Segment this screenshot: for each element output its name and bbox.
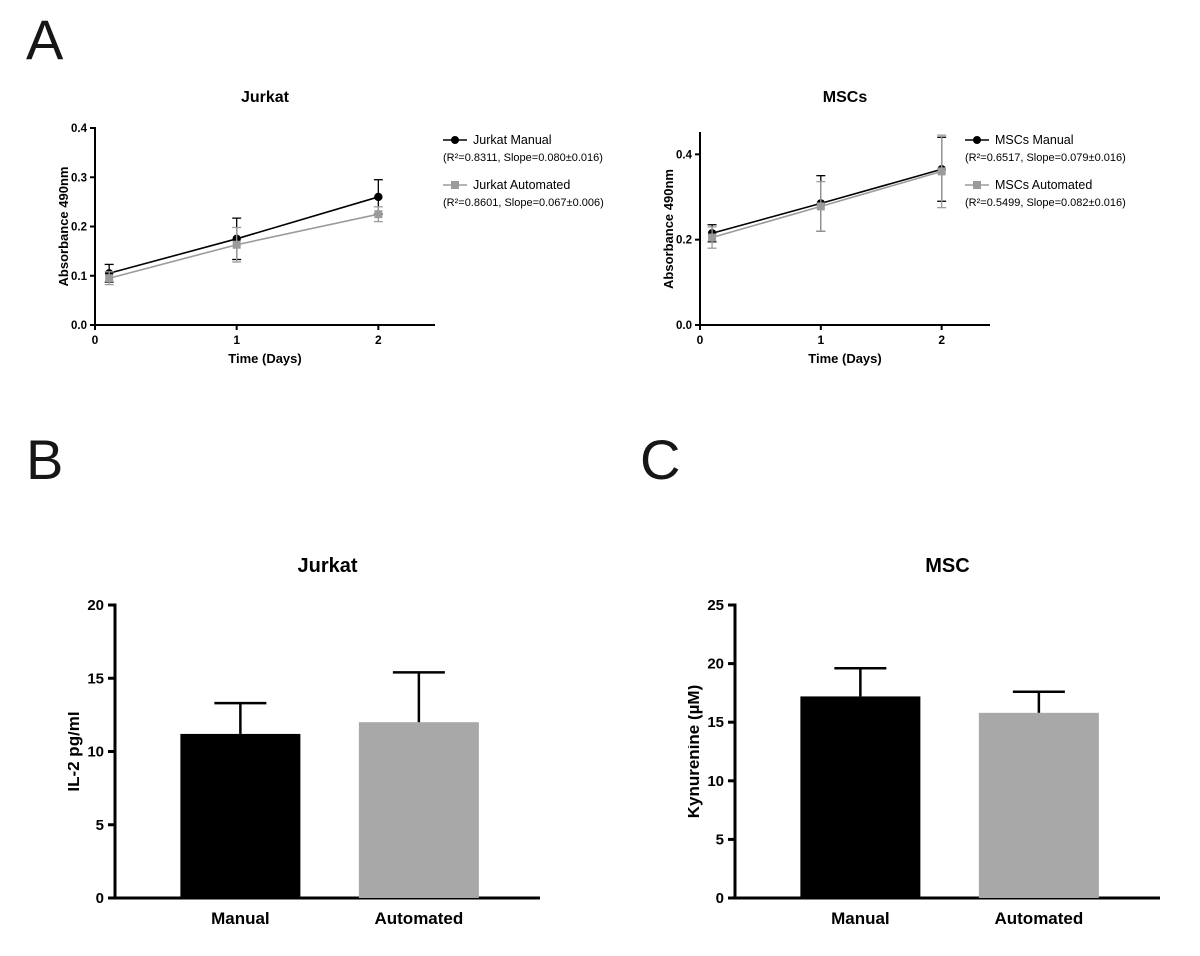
y-axis-label: Absorbance 490nm [662, 169, 676, 289]
y-tick-label: 0.4 [676, 149, 693, 161]
series-mscs-automated [707, 134, 947, 249]
legend-stats: (R²=0.8311, Slope=0.080±0.016) [443, 152, 603, 164]
data-point [374, 210, 383, 219]
y-tick-label: 5 [716, 831, 724, 848]
legend-label: MSCs Automated [995, 178, 1092, 192]
category-label: Automated [994, 909, 1083, 928]
legend-stats: (R²=0.5499, Slope=0.082±0.016) [965, 197, 1126, 209]
legend-stats: (R²=0.6517, Slope=0.079±0.016) [965, 152, 1126, 164]
chart-title: MSC [925, 555, 969, 577]
bar-group-manual: Manual [180, 701, 301, 928]
y-tick-label: 5 [96, 817, 104, 834]
bar [978, 712, 1099, 898]
data-point [708, 233, 717, 242]
x-tick-label: 2 [375, 333, 382, 347]
trend-line [711, 168, 942, 235]
bar-group-manual: Manual [800, 667, 921, 928]
legend-marker-circle-icon [973, 136, 981, 144]
legend-marker-circle-icon [451, 136, 459, 144]
panel-label-b: B [26, 428, 64, 491]
jurkat-il2-svg: Jurkat 0 5 10 15 20 IL-2 pg/ml Manual Automated [64, 555, 540, 928]
series-jurkat-manual [104, 179, 383, 283]
chart-jurkat-proliferation-line: Jurkat 0.0 0.1 0.2 0.3 0.4 0 1 2 Time (Days) Absor… [56, 82, 688, 392]
category-label: Manual [831, 909, 890, 928]
bar-group-automated: Automated [978, 690, 1099, 928]
chart-msc-kynurenine-bar: MSC 0 5 10 15 20 25 Kynurenine (µM) Manual Automa… [684, 538, 1198, 938]
category-label: Manual [211, 909, 270, 928]
x-tick-label: 0 [697, 333, 704, 347]
bar [800, 696, 921, 898]
mscs-proliferation-svg: MSCs 0.0 0.2 0.4 0 1 2 Time (Days) Absorbance 49… [661, 89, 1126, 366]
trend-line [711, 170, 942, 239]
legend-entry: MSCs Automated (R²=0.5499, Slope=0.082±0.… [965, 178, 1126, 209]
y-tick-label: 0.1 [71, 271, 88, 283]
category-label: Automated [374, 909, 463, 928]
y-tick-label: 0 [96, 890, 104, 907]
y-tick-label: 0.4 [71, 123, 88, 135]
legend-entry: Jurkat Manual (R²=0.8311, Slope=0.080±0.0… [443, 133, 603, 164]
panel-label-c: C [640, 428, 681, 491]
series-jurkat-automated [104, 206, 383, 286]
x-axis-label: Time (Days) [228, 351, 301, 366]
y-tick-label: 0.0 [676, 320, 692, 332]
y-tick-label: 15 [707, 714, 724, 731]
y-tick-label: 0.2 [71, 222, 87, 234]
jurkat-proliferation-svg: Jurkat 0.0 0.1 0.2 0.3 0.4 0 1 2 Time (Days) Absor… [56, 89, 604, 366]
chart-title: Jurkat [241, 89, 290, 106]
y-tick-label: 20 [707, 656, 724, 673]
legend-marker-square-icon [973, 181, 981, 189]
x-tick-label: 0 [92, 333, 99, 347]
y-tick-label: 10 [707, 773, 724, 790]
trend-line [108, 213, 379, 279]
y-tick-label: 15 [87, 670, 104, 687]
legend-label: Jurkat Manual [473, 133, 552, 147]
y-tick-label: 25 [707, 597, 724, 614]
panel-label-a: A [26, 8, 64, 71]
bar-group-automated: Automated [358, 671, 479, 928]
trend-line [108, 196, 379, 275]
y-tick-label: 0.3 [71, 172, 87, 184]
chart-title: MSCs [823, 89, 868, 106]
msc-kynurenine-svg: MSC 0 5 10 15 20 25 Kynurenine (µM) Manual Automa… [684, 555, 1160, 928]
y-tick-label: 20 [87, 597, 104, 614]
legend-label: Jurkat Automated [473, 178, 570, 192]
y-axis-label: IL-2 pg/ml [68, 711, 83, 791]
chart-title: Jurkat [297, 555, 357, 577]
data-point [374, 192, 383, 202]
legend-label: MSCs Manual [995, 133, 1074, 147]
data-point [105, 274, 114, 283]
data-point [232, 240, 241, 249]
y-axis-label: Absorbance 490nm [58, 167, 71, 287]
x-tick-label: 1 [817, 333, 824, 347]
y-tick-label: 0 [716, 890, 724, 907]
legend-stats: (R²=0.8601, Slope=0.067±0.006) [443, 197, 604, 209]
data-point [937, 167, 946, 176]
bar [358, 722, 479, 898]
y-axis-label: Kynurenine (µM) [688, 685, 703, 819]
data-point [816, 202, 825, 211]
legend-entry: MSCs Manual (R²=0.6517, Slope=0.079±0.016… [965, 133, 1126, 164]
y-tick-label: 0.0 [71, 320, 87, 332]
legend-entry: Jurkat Automated (R²=0.8601, Slope=0.067±… [443, 178, 604, 209]
chart-jurkat-il2-bar: Jurkat 0 5 10 15 20 IL-2 pg/ml Manual Automated [64, 538, 578, 938]
y-tick-label: 10 [87, 744, 104, 761]
x-tick-label: 2 [938, 333, 945, 347]
legend-marker-square-icon [451, 181, 459, 189]
series-mscs-manual [707, 136, 947, 243]
x-axis-label: Time (Days) [808, 351, 881, 366]
x-tick-label: 1 [233, 333, 240, 347]
chart-mscs-proliferation-line: MSCs 0.0 0.2 0.4 0 1 2 Time (Days) Absorbance 49… [661, 82, 1197, 392]
y-tick-label: 0.2 [676, 235, 692, 247]
bar [180, 733, 301, 898]
